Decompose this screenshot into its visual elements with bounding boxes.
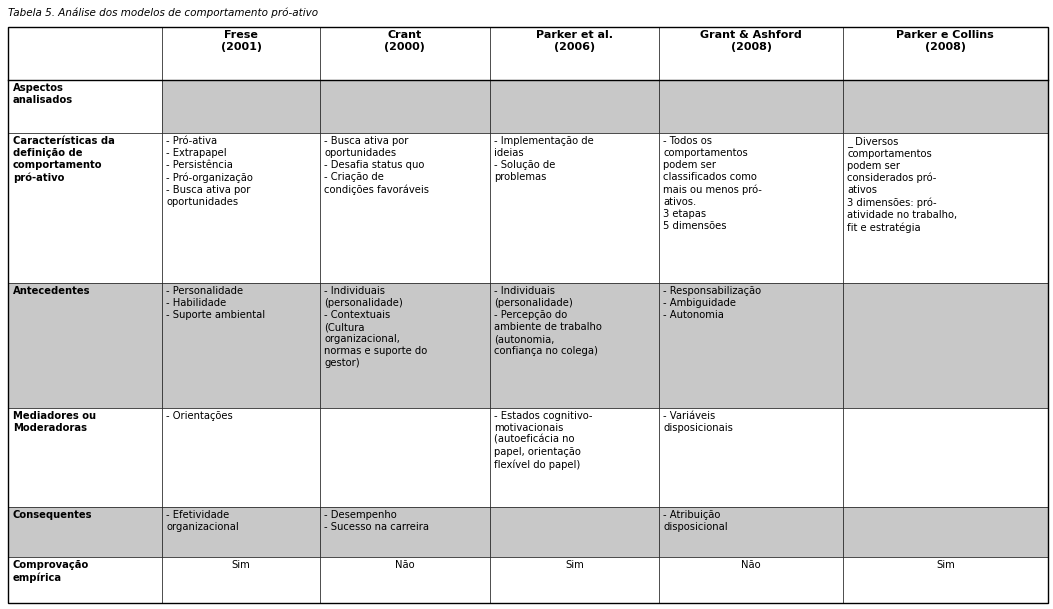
Bar — [320, 557, 490, 603]
Text: - Desempenho
- Sucesso na carreira: - Desempenho - Sucesso na carreira — [324, 510, 430, 532]
Text: Frese
(2001): Frese (2001) — [221, 30, 262, 52]
Text: - Todos os
comportamentos
podem ser
classificados como
mais ou menos pró-
ativos: - Todos os comportamentos podem ser clas… — [663, 136, 762, 231]
Bar — [843, 507, 1048, 557]
Text: Características da
definição de
comportamento
pró-ativo: Características da definição de comporta… — [13, 136, 115, 183]
Bar — [490, 133, 659, 283]
Bar — [490, 283, 659, 408]
Bar — [843, 133, 1048, 283]
Text: - Efetividade
organizacional: - Efetividade organizacional — [166, 510, 239, 532]
Text: Crant
(2000): Crant (2000) — [384, 30, 425, 52]
Text: Consequentes: Consequentes — [13, 510, 92, 520]
Bar — [490, 27, 659, 80]
Bar — [843, 283, 1048, 408]
Text: Antecedentes: Antecedentes — [13, 286, 91, 296]
Bar — [8, 80, 162, 133]
Bar — [162, 283, 320, 408]
Bar — [490, 507, 659, 557]
Text: Tabela 5. Análise dos modelos de comportamento pró-ativo: Tabela 5. Análise dos modelos de comport… — [8, 7, 319, 18]
Bar — [320, 507, 490, 557]
Text: Não: Não — [741, 560, 761, 570]
Bar — [8, 507, 162, 557]
Bar — [320, 408, 490, 507]
Bar — [162, 80, 320, 133]
Text: - Variáveis
disposicionais: - Variáveis disposicionais — [663, 411, 733, 433]
Bar — [8, 408, 162, 507]
Bar — [8, 557, 162, 603]
Text: - Responsabilização
- Ambiguidade
- Autonomia: - Responsabilização - Ambiguidade - Auto… — [663, 286, 761, 320]
Text: Parker et al.
(2006): Parker et al. (2006) — [536, 30, 613, 52]
Text: Aspectos
analisados: Aspectos analisados — [13, 83, 73, 105]
Text: Comprovação
empírica: Comprovação empírica — [13, 560, 88, 583]
Bar — [8, 283, 162, 408]
Text: - Implementação de
ideias
- Solução de
problemas: - Implementação de ideias - Solução de p… — [494, 136, 594, 182]
Bar — [162, 133, 320, 283]
Bar — [320, 133, 490, 283]
Bar — [490, 80, 659, 133]
Text: _ Diversos
comportamentos
podem ser
considerados pró-
ativos
3 dimensões: pró-
a: _ Diversos comportamentos podem ser cons… — [848, 136, 957, 233]
Bar — [659, 507, 843, 557]
Bar — [8, 133, 162, 283]
Bar — [843, 80, 1048, 133]
Text: - Atribuição
disposicional: - Atribuição disposicional — [663, 510, 728, 532]
Bar — [162, 507, 320, 557]
Bar — [659, 80, 843, 133]
Bar — [843, 27, 1048, 80]
Text: Não: Não — [395, 560, 415, 570]
Text: - Individuais
(personalidade)
- Contextuais
(Cultura
organizacional,
normas e su: - Individuais (personalidade) - Contextu… — [324, 286, 428, 368]
Bar — [659, 557, 843, 603]
Text: Sim: Sim — [232, 560, 251, 570]
Bar — [162, 408, 320, 507]
Text: Sim: Sim — [936, 560, 955, 570]
Text: - Busca ativa por
oportunidades
- Desafia status quo
- Criação de
condições favo: - Busca ativa por oportunidades - Desafi… — [324, 136, 430, 195]
Text: Mediadores ou
Moderadoras: Mediadores ou Moderadoras — [13, 411, 96, 433]
Bar — [8, 27, 162, 80]
Bar — [843, 557, 1048, 603]
Bar — [490, 557, 659, 603]
Bar — [320, 283, 490, 408]
Bar — [162, 557, 320, 603]
Text: - Orientações: - Orientações — [166, 411, 233, 421]
Bar — [659, 408, 843, 507]
Text: - Individuais
(personalidade)
- Percepção do
ambiente de trabalho
(autonomia,
co: - Individuais (personalidade) - Percepçã… — [494, 286, 601, 356]
Bar — [162, 27, 320, 80]
Bar — [320, 27, 490, 80]
Bar — [490, 408, 659, 507]
Text: - Estados cognitivo-
motivacionais
(autoeficácia no
papel, orientação
flexível d: - Estados cognitivo- motivacionais (auto… — [494, 411, 593, 470]
Bar — [659, 133, 843, 283]
Text: Grant & Ashford
(2008): Grant & Ashford (2008) — [700, 30, 802, 52]
Text: Sim: Sim — [565, 560, 583, 570]
Bar — [659, 27, 843, 80]
Text: Parker e Collins
(2008): Parker e Collins (2008) — [896, 30, 994, 52]
Text: - Personalidade
- Habilidade
- Suporte ambiental: - Personalidade - Habilidade - Suporte a… — [166, 286, 265, 320]
Bar — [320, 80, 490, 133]
Text: - Pró-ativa
- Extrapapel
- Persistência
- Pró-organização
- Busca ativa por
opor: - Pró-ativa - Extrapapel - Persistência … — [166, 136, 254, 206]
Bar — [843, 408, 1048, 507]
Bar — [659, 283, 843, 408]
